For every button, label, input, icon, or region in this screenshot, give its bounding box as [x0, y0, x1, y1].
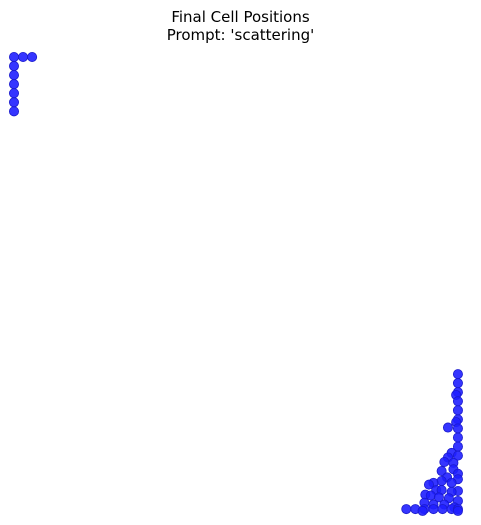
cell-point: [453, 397, 462, 406]
cell-point: [440, 457, 449, 466]
cell-point: [418, 506, 427, 515]
scatter-points: [9, 52, 462, 515]
cell-point: [437, 476, 446, 485]
cell-point: [426, 491, 435, 500]
cell-point: [438, 504, 447, 513]
cell-point: [402, 504, 411, 513]
cell-point: [429, 504, 438, 513]
cell-point: [443, 423, 452, 432]
cell-point: [453, 379, 462, 388]
cell-point: [453, 406, 462, 415]
cell-point: [453, 424, 462, 433]
cell-point: [453, 370, 462, 379]
cell-point: [9, 107, 18, 116]
cell-point: [9, 52, 18, 61]
cell-point: [447, 478, 456, 487]
cell-point: [9, 80, 18, 89]
cell-point: [18, 52, 27, 61]
cell-point: [9, 98, 18, 107]
cell-point: [9, 71, 18, 80]
cell-point: [28, 52, 37, 61]
cell-point: [9, 89, 18, 98]
cell-point: [9, 61, 18, 70]
cell-point: [453, 506, 462, 515]
cell-point: [453, 433, 462, 442]
